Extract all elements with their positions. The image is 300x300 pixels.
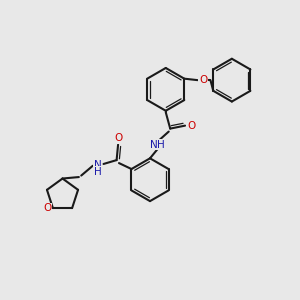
Text: O: O: [44, 203, 52, 213]
Text: N: N: [94, 160, 101, 170]
Text: N: N: [150, 140, 158, 150]
Text: H: H: [94, 167, 101, 177]
Text: O: O: [199, 75, 207, 85]
Text: O: O: [114, 133, 122, 143]
Text: H: H: [157, 140, 164, 150]
Text: O: O: [187, 121, 195, 130]
